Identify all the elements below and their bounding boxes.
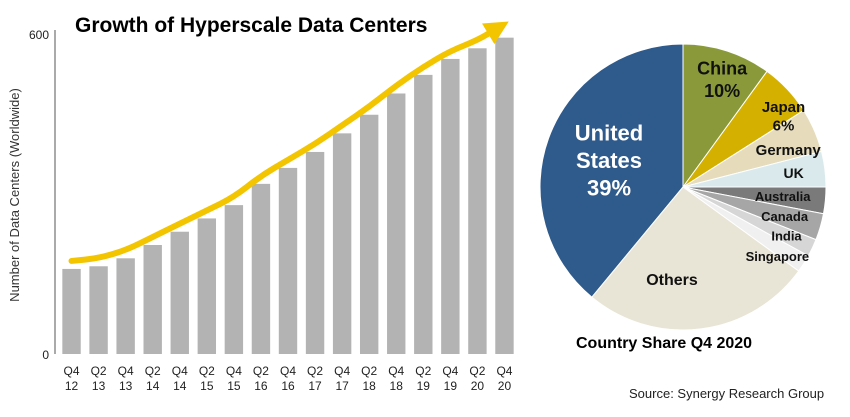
pie-label: India bbox=[771, 228, 802, 243]
pie-label: Australia bbox=[755, 189, 811, 204]
x-tick-label: 15 bbox=[200, 379, 214, 393]
pie-label: Canada bbox=[761, 209, 809, 224]
x-tick-label: Q2 bbox=[253, 364, 269, 378]
x-tick-label: 16 bbox=[254, 379, 268, 393]
bars bbox=[62, 37, 514, 355]
x-tick-label: 12 bbox=[65, 379, 79, 393]
bar-chart-title: Growth of Hyperscale Data Centers bbox=[75, 14, 427, 37]
x-tick-label: 19 bbox=[444, 379, 458, 393]
bar bbox=[468, 48, 487, 355]
x-tick-label: Q4 bbox=[172, 364, 188, 378]
x-tick-label: Q2 bbox=[361, 364, 377, 378]
pie-slice-others bbox=[591, 186, 800, 331]
x-tick-label: 15 bbox=[227, 379, 241, 393]
x-tick-label: 14 bbox=[173, 379, 187, 393]
y-axis-label: Number of Data Centers (Worldwide) bbox=[7, 88, 22, 302]
bar bbox=[278, 167, 298, 354]
x-tick-label: 17 bbox=[308, 379, 322, 393]
x-tick-label: Q4 bbox=[226, 364, 242, 378]
x-tick-label: 16 bbox=[281, 379, 295, 393]
x-tick-label: 13 bbox=[119, 379, 133, 393]
bar bbox=[359, 114, 379, 354]
pie-slices bbox=[539, 43, 827, 331]
bar bbox=[89, 266, 108, 354]
bar bbox=[251, 183, 271, 354]
x-tick-label: 20 bbox=[471, 379, 485, 393]
x-tick-label: 17 bbox=[335, 379, 349, 393]
x-tick-label: 18 bbox=[362, 379, 376, 393]
x-tick-label: Q2 bbox=[415, 364, 431, 378]
x-tick-label: 18 bbox=[390, 379, 404, 393]
pie-chart-title: Country Share Q4 2020 bbox=[576, 335, 752, 352]
x-tick-label: 13 bbox=[92, 379, 106, 393]
pie-label: Others bbox=[646, 272, 698, 289]
source-note: Source: Synergy Research Group bbox=[629, 386, 824, 401]
trend-arrow bbox=[68, 21, 509, 264]
x-tick-label: Q4 bbox=[388, 364, 404, 378]
pie-slice-united-states bbox=[539, 43, 684, 298]
x-tick-label: 20 bbox=[498, 379, 512, 393]
bar bbox=[143, 245, 162, 354]
x-tick-label: Q2 bbox=[469, 364, 485, 378]
x-tick-label: Q4 bbox=[334, 364, 350, 378]
pie-label: 10% bbox=[704, 81, 740, 101]
x-tick-label: Q4 bbox=[64, 364, 80, 378]
x-tick-label: 14 bbox=[146, 379, 160, 393]
x-tick-label: Q2 bbox=[199, 364, 215, 378]
pie-label: Singapore bbox=[746, 249, 810, 264]
pie-label: UK bbox=[784, 165, 804, 181]
bar-chart: Growth of Hyperscale Data Centers Number… bbox=[7, 14, 514, 393]
x-tick-label: Q4 bbox=[118, 364, 134, 378]
bar bbox=[495, 37, 514, 355]
pie-label: China bbox=[697, 59, 748, 79]
x-tick-label: Q2 bbox=[307, 364, 323, 378]
bar bbox=[387, 93, 406, 354]
pie-slice-china bbox=[682, 43, 768, 189]
bar bbox=[116, 258, 135, 354]
y-tick-label-top: 600 bbox=[29, 28, 49, 42]
bar bbox=[305, 151, 325, 354]
bar bbox=[224, 205, 244, 354]
x-tick-label: Q4 bbox=[496, 364, 512, 378]
bar bbox=[414, 74, 433, 354]
bar bbox=[441, 58, 460, 355]
pie-label: Japan bbox=[762, 99, 805, 116]
bar bbox=[170, 231, 189, 354]
x-tick-label: Q2 bbox=[145, 364, 161, 378]
bar bbox=[62, 268, 81, 354]
y-tick-label-bottom: 0 bbox=[42, 348, 49, 362]
x-tick-labels: Q412Q213Q413Q214Q414Q215Q415Q216Q416Q217… bbox=[64, 364, 513, 393]
x-tick-label: Q4 bbox=[280, 364, 296, 378]
pie-label: 39% bbox=[587, 176, 631, 201]
pie-label: 6% bbox=[773, 118, 795, 135]
pie-label: United bbox=[575, 121, 643, 146]
bar bbox=[197, 218, 217, 354]
x-tick-label: Q2 bbox=[91, 364, 107, 378]
bar bbox=[332, 133, 352, 354]
pie-label: Germany bbox=[756, 142, 822, 159]
x-tick-label: 19 bbox=[417, 379, 431, 393]
pie-label: States bbox=[576, 148, 642, 173]
x-tick-label: Q4 bbox=[442, 364, 458, 378]
